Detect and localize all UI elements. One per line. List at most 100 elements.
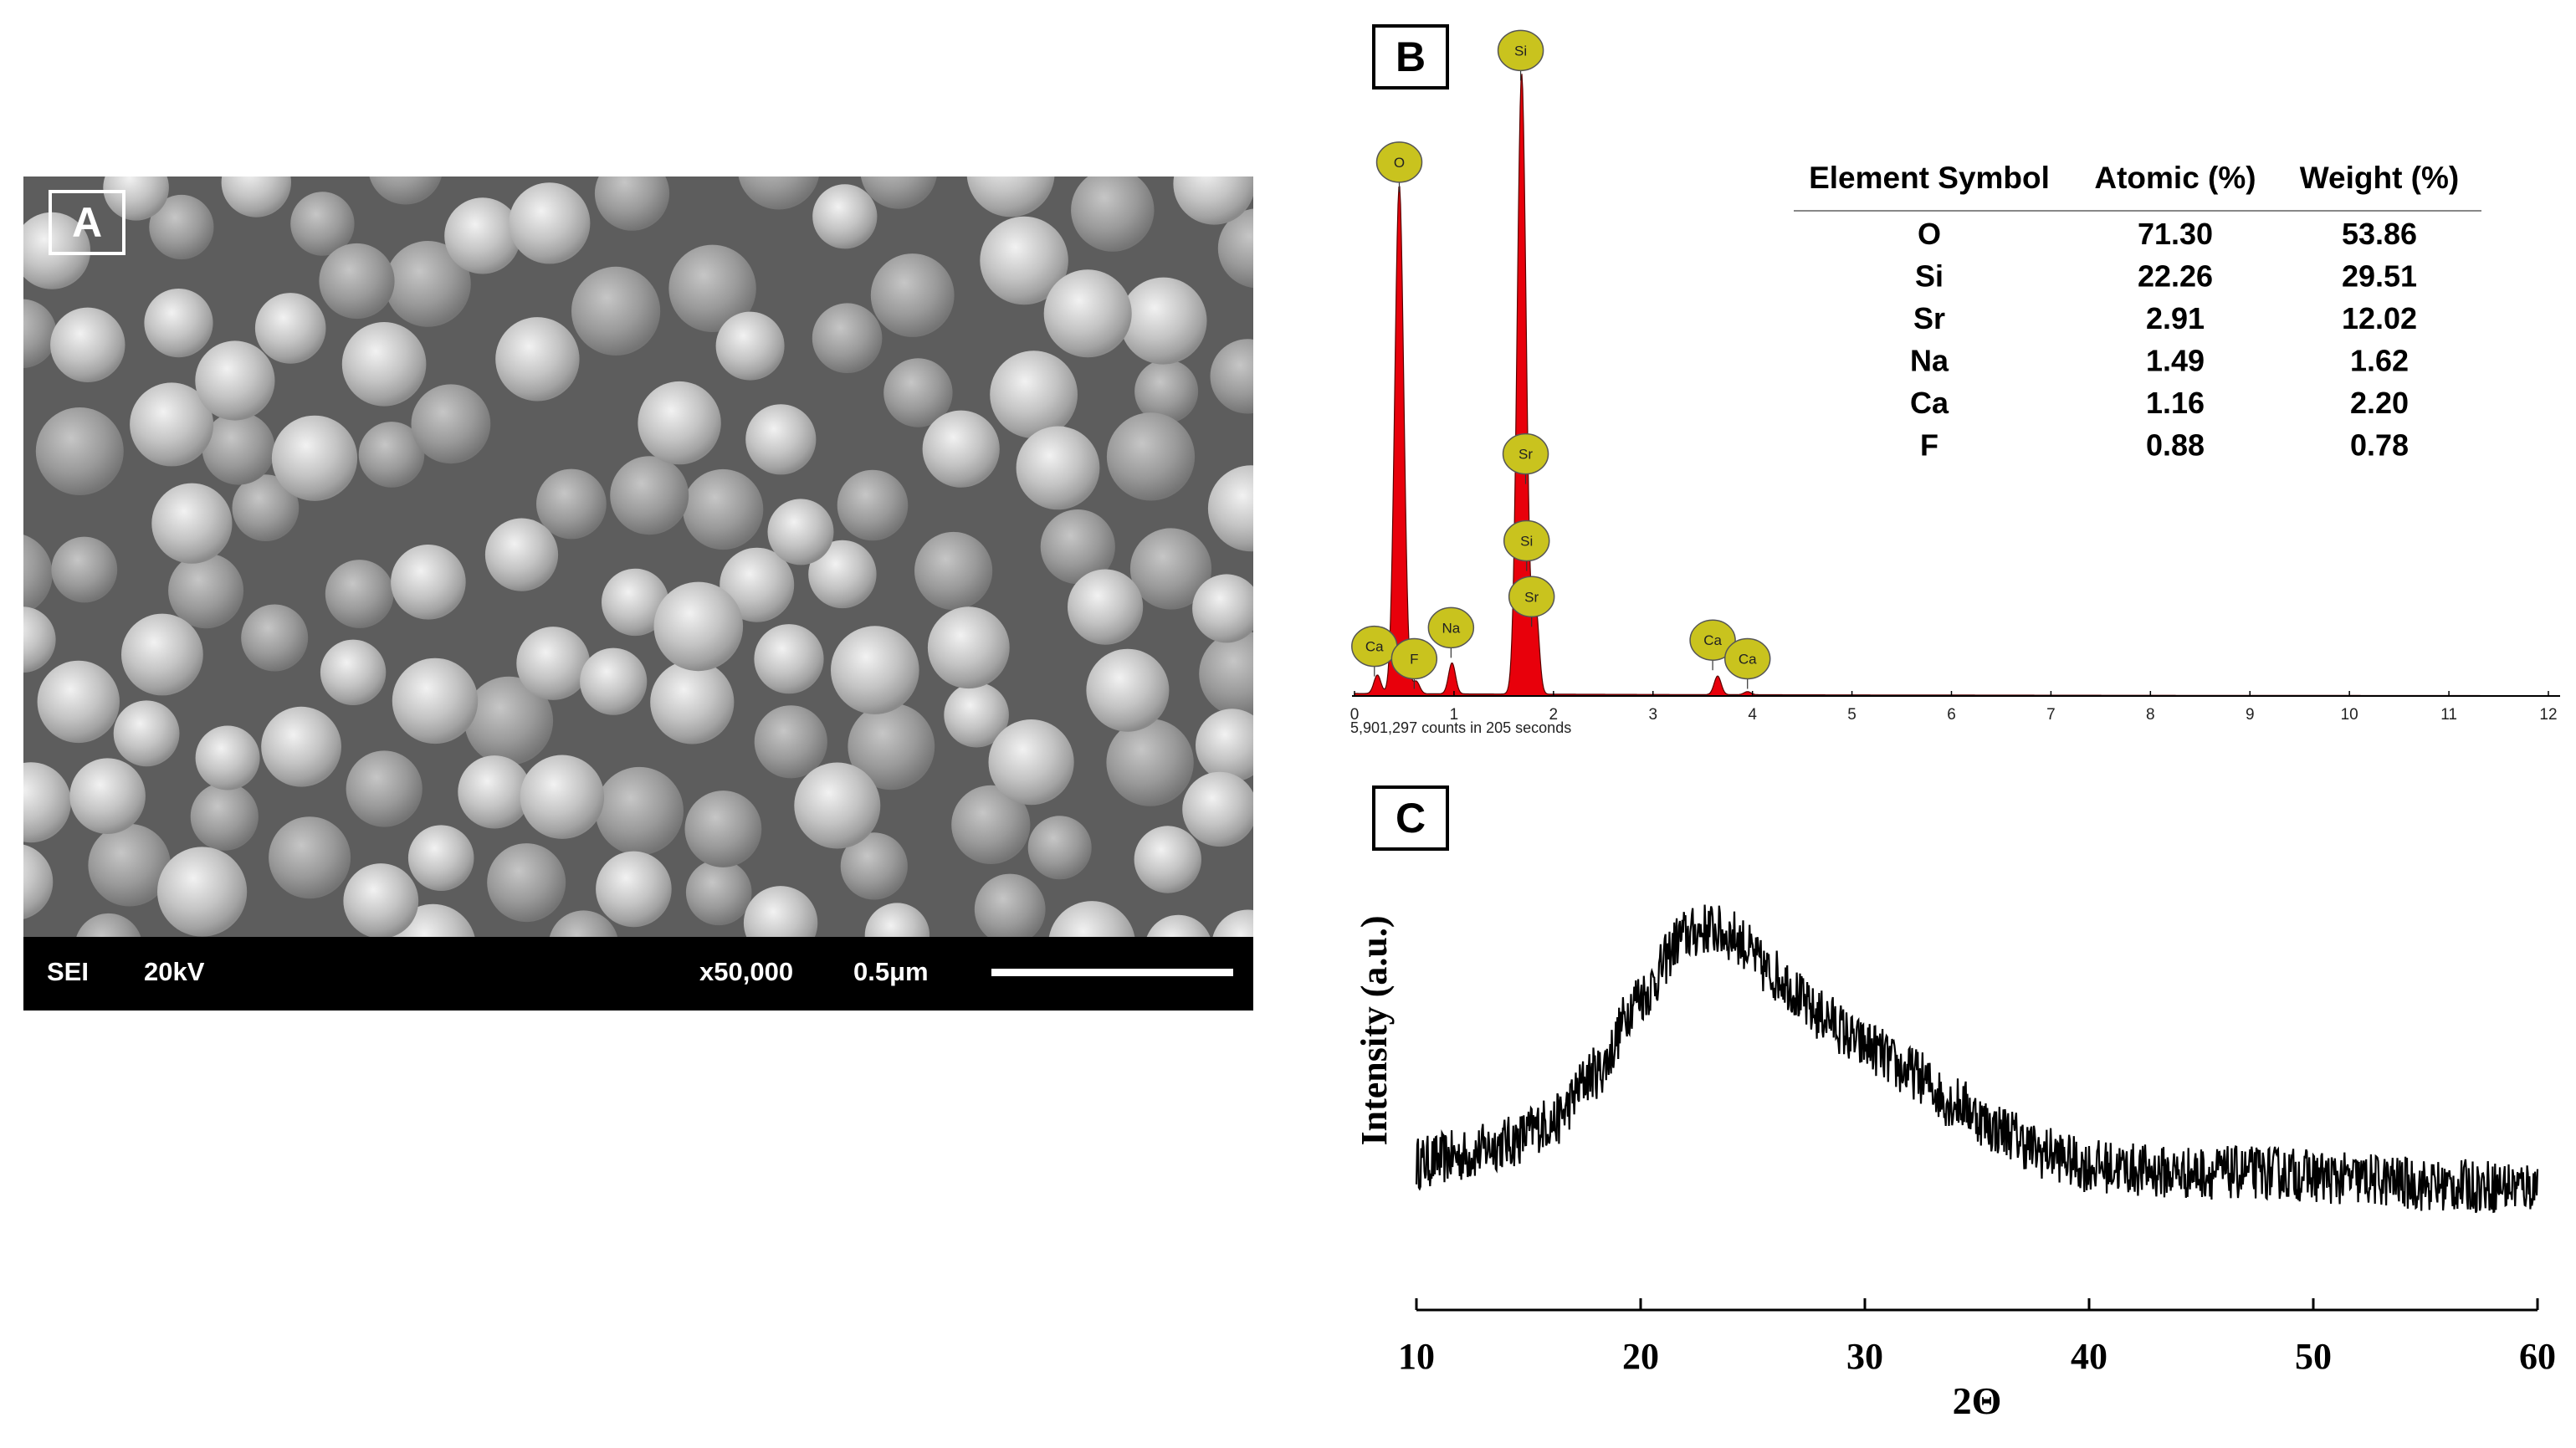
eds-tick-label: 3 (1648, 706, 1657, 724)
sem-particle (392, 657, 479, 744)
svg-text:Ca: Ca (1365, 639, 1384, 655)
sem-particle (1068, 569, 1144, 645)
sem-particle (754, 705, 827, 779)
sem-particle (495, 317, 580, 402)
sem-particle (1196, 709, 1253, 782)
sem-particle (23, 299, 57, 368)
svg-text:O: O (1394, 155, 1405, 171)
sem-particle (1134, 359, 1199, 423)
xrd-tick-label: 50 (2295, 1336, 2332, 1377)
xrd-tick-label: 30 (1846, 1336, 1883, 1377)
sem-particle (536, 468, 607, 540)
eds-table-cell: 29.51 (2342, 259, 2417, 294)
sem-particle (685, 859, 752, 926)
sem-particle (130, 382, 214, 467)
eds-footer: 5,901,297 counts in 205 seconds (1350, 719, 1571, 736)
sem-particle (269, 816, 351, 899)
sem-particle (261, 706, 341, 787)
sem-particle (580, 647, 648, 715)
eds-table-cell: 12.02 (2342, 301, 2417, 335)
eds-table-cell: Na (1910, 344, 1949, 378)
sem-particle (1027, 816, 1092, 880)
eds-marker-na: Na (1427, 606, 1475, 658)
eds-tick-label: 12 (2539, 706, 2557, 724)
sem-particle (1106, 719, 1194, 806)
sem-particle (794, 762, 881, 849)
eds-table-cell: O (1918, 217, 1941, 251)
eds-table-cell: 53.86 (2342, 217, 2417, 251)
sem-particle (113, 700, 180, 767)
sem-particle (808, 540, 877, 609)
sem-particle (484, 518, 559, 591)
panel-label-a: A (49, 190, 125, 255)
eds-marker-ca: Ca (1689, 619, 1736, 671)
sem-particle (840, 832, 908, 900)
eds-table-header: Atomic (%) (2094, 161, 2256, 195)
xrd-tick-label: 60 (2519, 1336, 2556, 1377)
sem-particle (37, 660, 120, 744)
sem-particle (168, 553, 244, 629)
sem-particle (343, 863, 419, 937)
sem-particle (944, 682, 1009, 748)
sem-particle (195, 340, 275, 421)
eds-tick-label: 1 (1450, 706, 1459, 724)
xrd-y-label: Intensity (a.u.) (1354, 915, 1395, 1145)
eds-tick-label: 6 (1947, 706, 1956, 724)
sem-particle (341, 322, 427, 407)
sem-particle (520, 755, 605, 839)
sem-particle (720, 547, 795, 622)
sem-particle (221, 177, 291, 217)
sem-particle (1207, 465, 1253, 552)
sem-image: A SEI 20kV x50,000 0.5μm (23, 177, 1253, 1011)
sem-particle (254, 293, 326, 364)
sem-particle (864, 903, 930, 937)
sem-particle (745, 404, 817, 475)
sem-micrograph (23, 177, 1253, 937)
panel-label-c: C (1372, 785, 1449, 851)
sem-particle (23, 535, 53, 615)
eds-table-cell: 71.30 (2138, 217, 2213, 251)
sem-particle (594, 177, 670, 231)
sem-particle (1217, 208, 1253, 289)
sem-particle (149, 194, 214, 260)
eds-marker-sr: Sr (1502, 432, 1549, 484)
eds-table-header: Weight (%) (2300, 161, 2459, 195)
xrd-line (1415, 904, 2539, 1214)
sem-particle (743, 886, 818, 937)
sem-particle (650, 660, 735, 744)
sem-particle (23, 212, 91, 289)
sem-particle (76, 913, 141, 937)
eds-table-cell: Sr (1913, 301, 1945, 335)
sem-particle (668, 244, 756, 332)
eds-marker-ca: Ca (1723, 637, 1771, 689)
sem-particle (831, 626, 919, 714)
svg-text:Si: Si (1514, 43, 1527, 59)
sem-particle (411, 384, 491, 464)
sem-particle (1040, 509, 1115, 585)
sem-particle (754, 624, 824, 694)
eds-table-cell: 0.78 (2350, 428, 2409, 463)
eds-table-cell: 2.91 (2146, 301, 2205, 335)
eds-table: Element Symbol Atomic (%) Weight (%) O 71.30… (1794, 161, 2481, 463)
sem-particle (596, 851, 672, 928)
sem-particle (683, 468, 764, 550)
sem-particle (464, 676, 554, 765)
sem-particle (951, 785, 1031, 864)
sem-particle (1212, 909, 1253, 937)
sem-particle (195, 725, 260, 791)
sem-particle (870, 253, 955, 337)
sem-particle (103, 177, 169, 221)
sem-particle (290, 192, 355, 256)
sem-particle (325, 560, 394, 628)
sem-particle (1071, 177, 1155, 252)
eds-table-cell: Ca (1910, 386, 1949, 420)
sem-info-bar: SEI 20kV x50,000 0.5μm (23, 937, 1253, 1011)
eds-tick-label: 5 (1847, 706, 1856, 724)
sem-particle (966, 177, 1055, 217)
svg-text:Si: Si (1520, 534, 1533, 550)
sem-particle (369, 177, 442, 205)
eds-table-cell: 22.26 (2138, 259, 2213, 294)
sem-particle (1199, 631, 1253, 717)
sem-particle (1192, 574, 1253, 643)
sem-particle (358, 422, 425, 488)
